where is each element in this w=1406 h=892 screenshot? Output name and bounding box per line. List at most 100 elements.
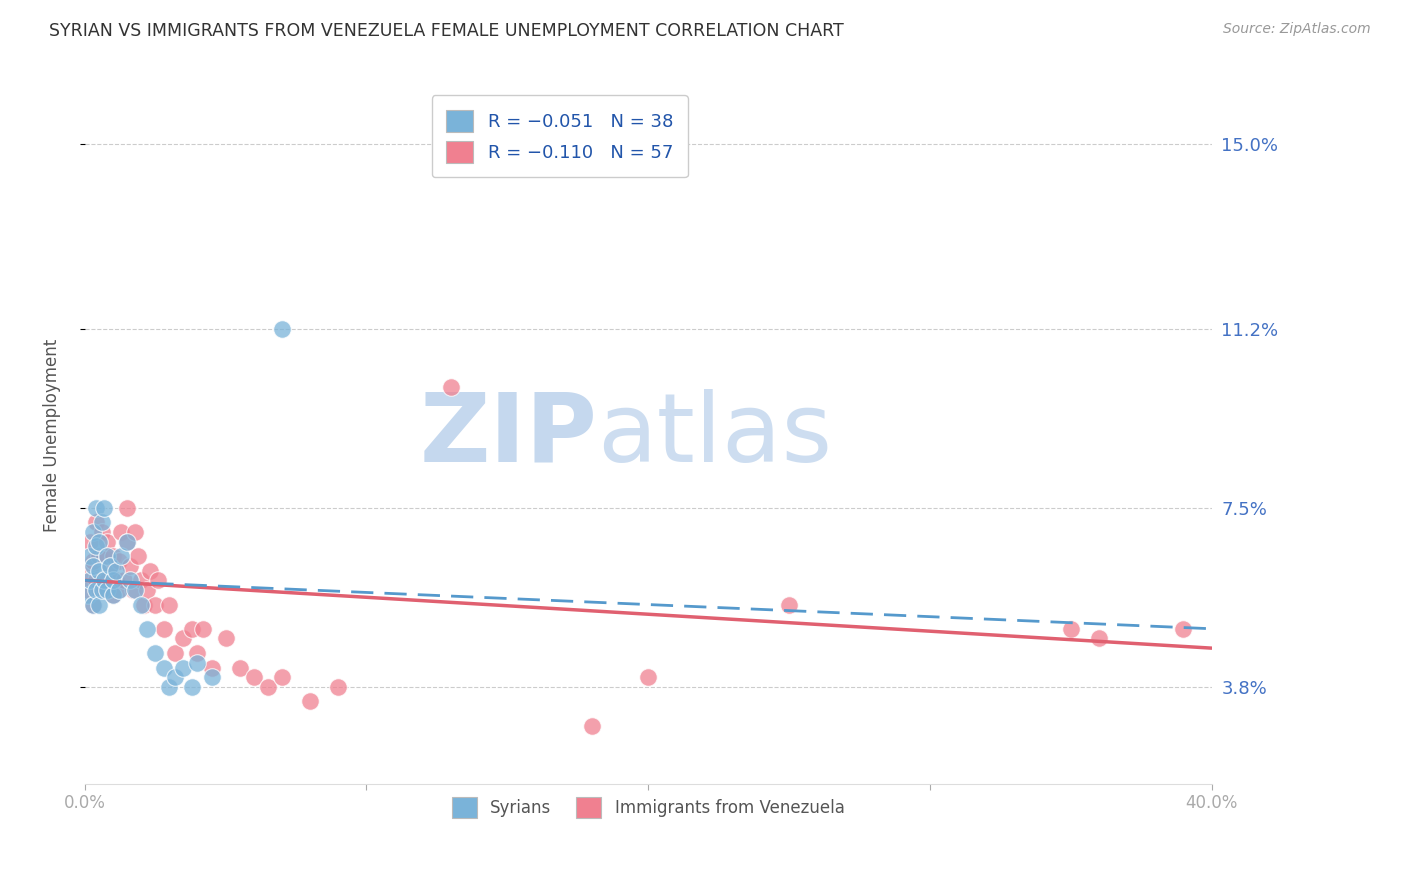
Point [200,670,222,684]
Point [271,670,294,684]
Point [271,321,294,335]
Point [637,670,659,684]
Point [143,646,166,660]
Point [93,549,115,563]
Point [135,622,157,636]
Point [124,582,146,597]
Point [127,549,149,563]
Point [157,680,180,694]
Point [1173,622,1195,636]
Point [157,598,180,612]
Point [191,622,214,636]
Point [84,582,107,597]
Point [115,500,138,515]
Point [104,574,127,588]
Point [101,549,124,563]
Text: atlas: atlas [598,389,832,482]
Point [90,524,112,539]
Text: SYRIAN VS IMMIGRANTS FROM VENEZUELA FEMALE UNEMPLOYMENT CORRELATION CHART: SYRIAN VS IMMIGRANTS FROM VENEZUELA FEMA… [49,22,844,40]
Point [180,622,202,636]
Point [242,670,264,684]
Point [79,549,101,563]
Point [132,598,155,612]
Point [110,549,132,563]
Point [82,558,104,573]
Point [84,515,107,529]
Point [328,680,350,694]
Point [79,564,101,578]
Point [186,656,208,670]
Point [299,694,322,708]
Point [84,500,107,515]
Point [87,598,110,612]
Legend: Syrians, Immigrants from Venezuela: Syrians, Immigrants from Venezuela [446,790,851,824]
Point [90,582,112,597]
Point [112,574,135,588]
Point [93,582,115,597]
Point [82,598,104,612]
Point [135,582,157,597]
Point [143,598,166,612]
Point [90,515,112,529]
Point [87,582,110,597]
Point [228,660,250,674]
Point [257,680,280,694]
Point [121,582,143,597]
Point [76,582,98,597]
Point [581,718,603,732]
Point [440,379,463,393]
Point [76,588,98,602]
Point [152,660,174,674]
Point [138,564,160,578]
Point [93,574,115,588]
Point [1088,632,1111,646]
Point [96,549,118,563]
Point [115,534,138,549]
Point [96,534,118,549]
Point [96,582,118,597]
Point [82,524,104,539]
Point [107,554,129,568]
Point [79,534,101,549]
Point [107,582,129,597]
Point [180,680,202,694]
Point [200,660,222,674]
Point [129,598,152,612]
Point [115,534,138,549]
Point [118,558,141,573]
Point [104,564,127,578]
Point [186,646,208,660]
Point [146,574,169,588]
Point [110,524,132,539]
Point [101,588,124,602]
Y-axis label: Female Unemployment: Female Unemployment [44,338,60,532]
Point [152,622,174,636]
Point [118,574,141,588]
Point [98,558,121,573]
Point [93,500,115,515]
Point [107,582,129,597]
Point [90,574,112,588]
Point [172,632,194,646]
Point [101,574,124,588]
Point [87,549,110,563]
Point [163,646,186,660]
Point [82,598,104,612]
Point [84,540,107,554]
Point [84,574,107,588]
Text: ZIP: ZIP [419,389,598,482]
Point [172,660,194,674]
Point [96,574,118,588]
Point [87,564,110,578]
Point [778,598,800,612]
Point [124,524,146,539]
Point [101,588,124,602]
Point [163,670,186,684]
Point [214,632,236,646]
Point [87,534,110,549]
Point [79,574,101,588]
Text: Source: ZipAtlas.com: Source: ZipAtlas.com [1223,22,1371,37]
Point [1060,622,1083,636]
Point [129,574,152,588]
Point [82,554,104,568]
